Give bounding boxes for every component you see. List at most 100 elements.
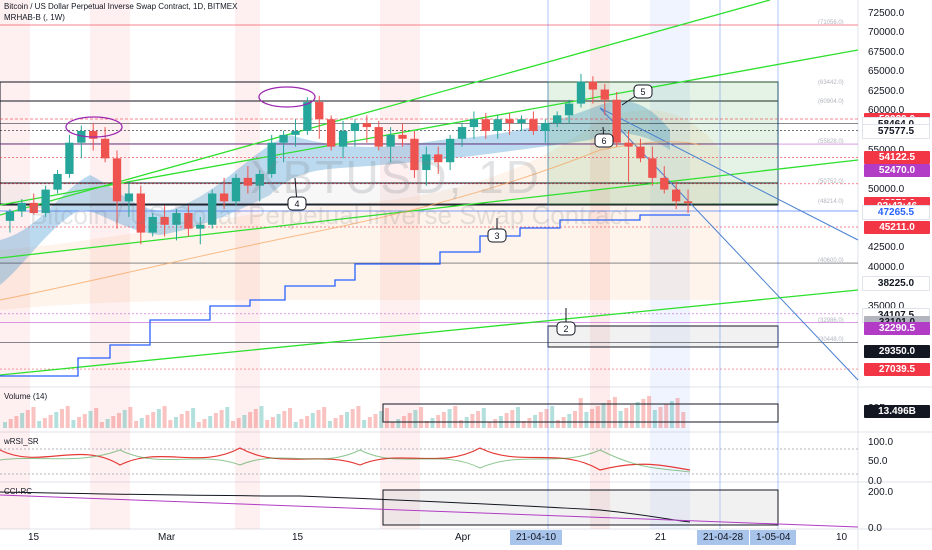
candle-body: [279, 134, 288, 143]
time-highlight-label: 21-04-28: [697, 530, 750, 545]
volume-bar: [459, 420, 463, 428]
volume-bar: [658, 407, 663, 428]
chart-title[interactable]: Bitcoin / US Dollar Perpetual Inverse Sw…: [4, 2, 238, 11]
price-tick-label: 55000.0: [868, 144, 905, 156]
price-badge: 52470.0: [864, 164, 930, 178]
volume-bar: [493, 419, 498, 428]
candle-body: [231, 177, 241, 202]
candle-body: [386, 134, 395, 147]
volume-bar: [99, 422, 104, 428]
volume-bar: [265, 420, 270, 428]
callout-box: [556, 321, 576, 336]
time-tick-label: 15: [292, 532, 304, 543]
volume-bar: [601, 403, 606, 428]
volume-bar: [42, 418, 47, 428]
candle-body: [29, 202, 38, 214]
volume-bar: [647, 396, 652, 428]
cci-pane-label[interactable]: CCI-RC: [4, 487, 32, 496]
volume-bar: [578, 398, 583, 428]
volume-bar: [419, 407, 424, 428]
callout-box: [287, 196, 307, 211]
volume-bar: [253, 409, 258, 428]
volume-bar: [134, 421, 139, 428]
pivot-label: (30448.0): [818, 337, 844, 344]
volume-bar: [282, 411, 287, 428]
volume-bar: [681, 412, 686, 428]
volume-bar: [248, 412, 253, 428]
candle-body: [457, 127, 467, 139]
volume-bar: [652, 410, 657, 428]
callout-label: 5: [640, 87, 645, 97]
candle-body: [636, 146, 645, 159]
volume-bar: [675, 398, 680, 428]
candle-body: [17, 202, 27, 212]
pivot-label: (71056.0): [818, 20, 844, 26]
volume-bar: [208, 416, 213, 428]
volume-bar: [396, 419, 401, 428]
volume-bar: [151, 412, 156, 428]
candle-body: [196, 224, 205, 229]
volume-bar: [379, 411, 384, 428]
candle-body: [517, 119, 526, 124]
candle-body: [148, 216, 157, 233]
moving-average-line: [0, 141, 701, 301]
candle-body: [362, 123, 372, 128]
volume-bar: [567, 414, 572, 428]
volume-bar: [71, 420, 76, 428]
volume-bar: [305, 416, 310, 428]
trend-line: [0, 289, 859, 376]
pivot-label: (55828.0): [818, 139, 844, 146]
volume-bar: [669, 401, 674, 428]
volume-bar: [219, 410, 224, 428]
volume-bar: [327, 421, 332, 428]
pivot-label: (48214.0): [818, 198, 844, 205]
volume-pane-label[interactable]: Volume (14): [4, 392, 48, 401]
candle-body: [624, 142, 633, 147]
volume-bar: [607, 400, 612, 428]
volume-box: [382, 403, 779, 423]
high-marker-circle: [65, 116, 123, 138]
volume-bar: [407, 413, 412, 428]
price-tick-label: 72500.0: [868, 7, 905, 19]
volume-bar: [82, 414, 87, 428]
volume-bar: [356, 406, 361, 428]
volume-bar: [225, 407, 230, 428]
highlight-band: [590, 0, 610, 529]
pivot-label: (63442.0): [818, 79, 844, 86]
candle-body: [89, 130, 98, 139]
volume-bar: [310, 413, 315, 428]
volume-bar: [333, 418, 338, 428]
volume-bar: [128, 407, 133, 428]
highlight-band: [90, 0, 130, 529]
candle-body: [219, 193, 229, 202]
price-tick-label: 70000.0: [868, 27, 905, 39]
candle-body: [588, 81, 598, 90]
volume-bar: [430, 418, 435, 428]
volume-bar: [179, 414, 184, 428]
pane-tick-label: 100.0: [868, 437, 894, 448]
volume-bar: [111, 416, 116, 428]
volume-bar: [664, 404, 669, 428]
volume-bar: [630, 405, 634, 428]
volume-bar: [236, 418, 241, 428]
price-tick-label: 35000.0: [868, 300, 905, 312]
pivot-label: (40600.0): [818, 258, 844, 265]
volume-bar: [481, 408, 486, 428]
price-tick-label: 50000.0: [868, 183, 905, 195]
candle-body: [350, 123, 360, 131]
price-tick-label: 65000.0: [868, 66, 905, 78]
candle-body: [434, 154, 443, 163]
volume-bar: [510, 410, 515, 428]
candle-body: [683, 201, 693, 204]
volume-bar: [25, 410, 30, 428]
volume-bar: [538, 412, 543, 428]
stepped-support-line: [0, 214, 690, 377]
candle-body: [600, 89, 609, 100]
candle-body: [5, 211, 15, 221]
indicator-label[interactable]: MRHAB-B (, 1W): [4, 13, 65, 22]
volume-bar: [413, 410, 418, 428]
candle-body: [267, 142, 276, 174]
wrsi-pane-label[interactable]: wRSI_SR: [4, 437, 39, 446]
volume-bar: [270, 417, 275, 428]
